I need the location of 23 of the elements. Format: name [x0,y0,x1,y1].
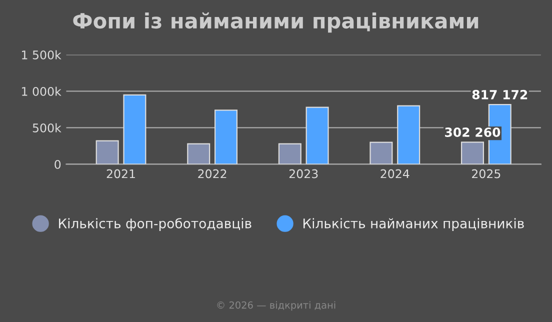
bar [306,106,329,164]
bar [370,142,393,164]
y-tick-label: 0 [54,160,61,169]
y-tick-label: 1 000k [22,86,62,96]
x-tick-label: 2023 [289,169,318,178]
bar [214,110,238,164]
x-tick-label: 2024 [380,169,410,178]
x-tick-label: 2021 [106,169,135,178]
bar [397,105,420,164]
bar [278,143,302,164]
bar [96,140,119,164]
data-label: 302 260 [445,128,500,137]
bar [187,143,210,164]
data-label: 817 172 [472,90,528,100]
text: © 2026 — відкриті дані [217,301,336,311]
chart-title: Фопи із найманими працівниками [73,12,478,33]
x-tick-label: 2025 [472,169,500,178]
bar [123,94,146,164]
legend-label: Кількість фоп-роботодавців [59,218,252,231]
legend-label: Кількість найманих працівників [303,218,524,231]
y-tick-label: 1 500k [22,50,62,60]
x-tick-label: 2022 [198,169,226,178]
y-tick-label: 500k [32,123,62,132]
